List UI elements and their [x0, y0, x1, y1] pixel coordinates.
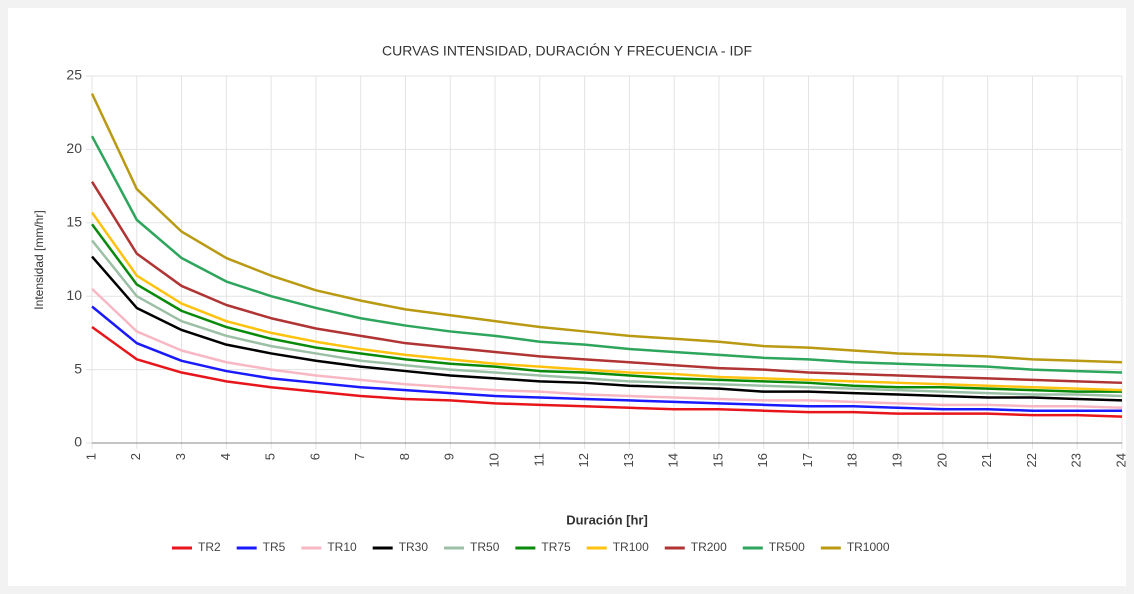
series-line — [91, 326, 1123, 418]
legend-label: TR10 — [327, 540, 357, 554]
y-tick-label: 5 — [74, 360, 82, 376]
x-tick-label: 21 — [979, 453, 994, 467]
x-tick-label: 18 — [845, 453, 860, 467]
x-tick-label: 22 — [1024, 453, 1039, 467]
series-line — [90, 135, 1123, 374]
x-tick-label: 7 — [352, 453, 367, 460]
y-axis-label: Intensidad [mm/hr] — [32, 210, 46, 309]
x-tick-label: 12 — [576, 453, 591, 467]
x-tick-label: 5 — [263, 453, 278, 460]
x-tick-label: 13 — [621, 453, 636, 467]
y-tick-label: 0 — [74, 434, 82, 450]
series-line — [91, 239, 1123, 398]
x-tick-label: 14 — [666, 453, 681, 467]
x-tick-label: 10 — [486, 453, 501, 467]
series-line — [91, 305, 1122, 412]
series-line — [90, 211, 1123, 392]
legend-label: TR2 — [198, 540, 221, 554]
series-line — [90, 93, 1123, 364]
legend-label: TR100 — [613, 540, 649, 554]
series-line — [91, 255, 1123, 402]
x-tick-label: 4 — [218, 453, 233, 460]
legend-label: TR75 — [541, 540, 571, 554]
y-tick-label: 10 — [66, 287, 82, 303]
legend-label: TR5 — [263, 540, 286, 554]
series-line — [91, 287, 1123, 410]
legend-label: TR200 — [691, 540, 727, 554]
x-tick-label: 19 — [890, 453, 905, 467]
y-tick-label: 25 — [66, 67, 82, 83]
x-tick-label: 6 — [307, 453, 322, 460]
chart-title: CURVAS INTENSIDAD, DURACIÓN Y FRECUENCIA… — [382, 43, 752, 59]
x-tick-label: 17 — [800, 453, 815, 467]
x-tick-label: 24 — [1113, 453, 1128, 467]
x-tick-label: 9 — [442, 453, 457, 460]
legend-label: TR30 — [399, 540, 429, 554]
y-tick-label: 20 — [66, 140, 82, 156]
series-line — [90, 181, 1123, 385]
x-tick-label: 3 — [173, 453, 188, 460]
legend-label: TR1000 — [847, 540, 890, 554]
series-line — [90, 223, 1122, 393]
x-axis-label: Duración [hr] — [566, 512, 648, 527]
legend-label: TR500 — [769, 540, 805, 554]
x-tick-label: 15 — [710, 453, 725, 467]
x-tick-label: 2 — [128, 453, 143, 460]
x-tick-label: 8 — [397, 453, 412, 460]
y-tick-label: 15 — [66, 214, 82, 230]
x-tick-label: 1 — [83, 453, 98, 460]
x-tick-label: 23 — [1069, 453, 1084, 467]
x-tick-label: 20 — [934, 453, 949, 467]
x-tick-label: 16 — [755, 453, 770, 467]
chart-panel — [8, 8, 1126, 586]
legend-label: TR50 — [470, 540, 500, 554]
x-tick-label: 11 — [531, 453, 546, 467]
